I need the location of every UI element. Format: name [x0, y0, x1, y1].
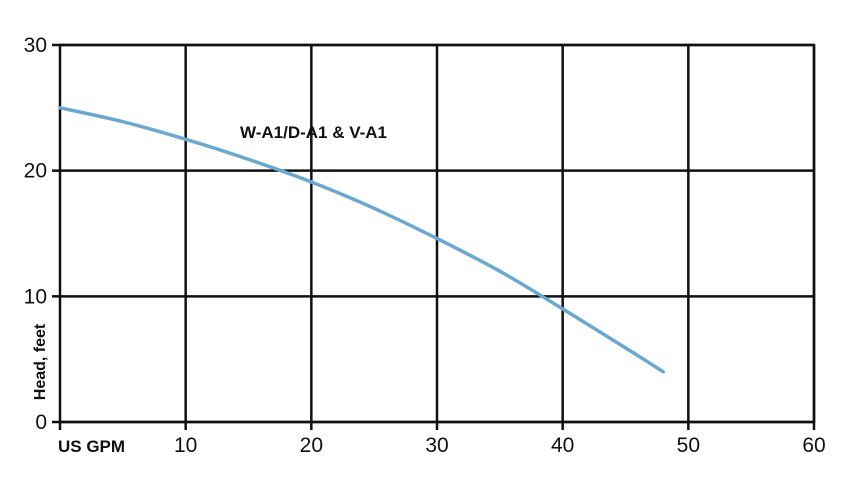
grid-lines: [60, 43, 816, 424]
y-tick-label-0: 0: [35, 411, 47, 434]
x-axis-label: US GPM: [58, 437, 125, 456]
x-tick-label-50: 50: [677, 434, 700, 457]
x-tick-label-10: 10: [174, 434, 197, 457]
y-axis-label: Head, feet: [32, 323, 49, 400]
series-line-0: [58, 106, 665, 374]
x-axis-ticks: 10 20 30 40 50 60: [58, 422, 826, 457]
series-layer: [58, 106, 665, 374]
y-axis-ticks: 0 10 20 30: [24, 34, 60, 434]
y-tick-label-20: 20: [24, 160, 47, 183]
x-tick-label-60: 60: [802, 434, 825, 457]
x-tick-label-20: 20: [300, 434, 323, 457]
y-tick-label-30: 30: [24, 34, 47, 57]
x-tick-label-30: 30: [425, 434, 448, 457]
y-tick-label-10: 10: [24, 285, 47, 308]
x-tick-label-40: 40: [551, 434, 574, 457]
series-label: W-A1/D-A1 & V-A1: [240, 123, 387, 142]
